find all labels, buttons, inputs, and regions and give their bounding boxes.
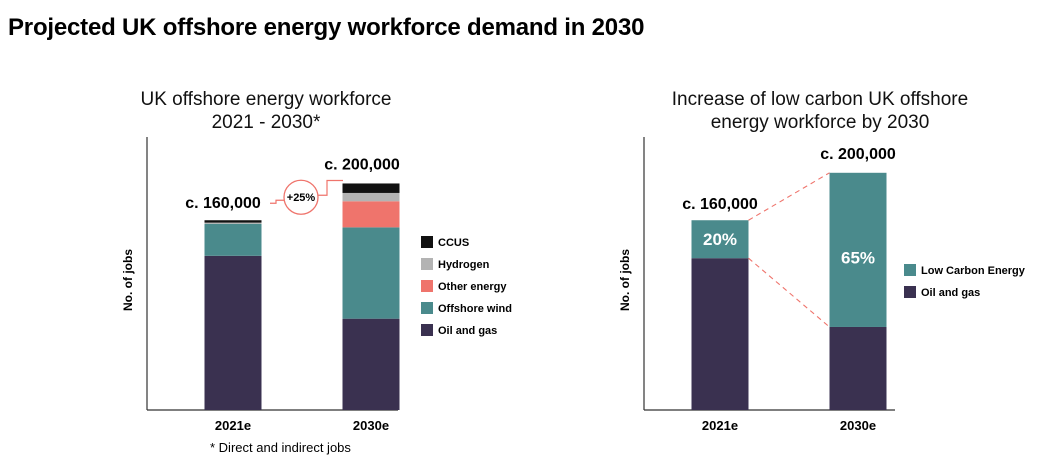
chart-2-total-label-2030e: c. 200,000: [820, 146, 896, 163]
chart-1-title-line2: 2021 - 2030*: [212, 112, 321, 133]
chart-1-legend-label-oil-and-gas: Oil and gas: [438, 325, 497, 337]
chart-2-share-label-2021e: 20%: [703, 230, 737, 249]
chart-1-bar-2021e-ccus: [204, 220, 262, 223]
chart-1-bar-2021e-oil-and-gas: [204, 255, 262, 410]
chart-1-legend-label-ccus: CCUS: [438, 237, 469, 249]
chart-1-legend-swatch-ccus: [421, 236, 433, 248]
chart-1-legend-swatch-oil-and-gas: [421, 324, 433, 336]
chart-2-y-axis-label: No. of jobs: [618, 249, 632, 311]
chart-2-legend-label-oil-and-gas: Oil and gas: [921, 287, 980, 299]
chart-2-connector-top: [748, 172, 830, 221]
chart-2: Increase of low carbon UK offshore energ…: [618, 89, 1026, 433]
chart-1-bars: [204, 183, 400, 410]
chart-1-legend-label-hydrogen: Hydrogen: [438, 259, 490, 271]
chart-1-total-label-2021e: c. 160,000: [185, 195, 261, 212]
chart-1-growth-label: +25%: [287, 192, 316, 204]
chart-2-title-line2: energy workforce by 2030: [711, 112, 930, 133]
chart-1: UK offshore energy workforce 2021 - 2030…: [121, 89, 512, 455]
chart-1-legend-swatch-other-energy: [421, 280, 433, 292]
chart-1-growth-circle: [283, 179, 319, 215]
chart-2-bar-2021e-oil-and-gas: [691, 258, 749, 410]
chart-2-legend-label-low-carbon-energy: Low Carbon Energy: [921, 265, 1026, 277]
chart-1-legend-label-other-energy: Other energy: [438, 281, 507, 293]
chart-2-tick-2030e: 2030e: [840, 418, 876, 433]
chart-2-title-line1: Increase of low carbon UK offshore: [672, 89, 968, 110]
chart-1-total-label-2030e: c. 200,000: [324, 156, 400, 173]
chart-1-y-axis-label: No. of jobs: [121, 249, 135, 311]
chart-2-legend: Low Carbon Energy Oil and gas: [904, 264, 1026, 299]
chart-1-bar-2030e-hydrogen: [342, 192, 400, 202]
chart-2-tick-2021e: 2021e: [702, 418, 738, 433]
page-title: Projected UK offshore energy workforce d…: [8, 14, 645, 41]
chart-1-title-line1: UK offshore energy workforce: [141, 89, 392, 110]
chart-1-legend: CCUS Hydrogen Other energy Offshore wind Oil…: [421, 236, 512, 337]
chart-2-total-label-2021e: c. 160,000: [682, 196, 758, 213]
chart-1-bar-2030e-other-energy: [342, 201, 400, 228]
chart-2-bar-2030e-oil-and-gas: [829, 326, 887, 410]
chart-2-legend-swatch-oil-and-gas: [904, 286, 916, 298]
chart-2-bar-2030e-low-carbon-energy: [829, 172, 887, 327]
chart-1-bar-2021e-offshore-wind: [204, 223, 262, 256]
chart-1-bar-2021e-hydrogen: [204, 222, 262, 224]
chart-1-tick-2021e: 2021e: [215, 418, 251, 433]
chart-1-bar-2030e-oil-and-gas: [342, 318, 400, 410]
chart-1-legend-swatch-hydrogen: [421, 258, 433, 270]
chart-2-legend-swatch-low-carbon-energy: [904, 264, 916, 276]
chart-1-growth-connector: [270, 179, 343, 204]
chart-1-legend-swatch-offshore-wind: [421, 302, 433, 314]
chart-1-bar-2030e-offshore-wind: [342, 227, 400, 319]
chart-1-footnote: * Direct and indirect jobs: [210, 440, 351, 455]
chart-2-bars: [691, 172, 887, 410]
chart-2-connector-bottom: [748, 257, 830, 328]
chart-1-bar-2030e-ccus: [342, 183, 400, 193]
chart-2-share-label-2030e: 65%: [841, 249, 875, 268]
chart-1-tick-2030e: 2030e: [353, 418, 389, 433]
chart-2-bar-2021e-low-carbon-energy: [691, 220, 749, 259]
chart-1-legend-label-offshore-wind: Offshore wind: [438, 303, 512, 315]
